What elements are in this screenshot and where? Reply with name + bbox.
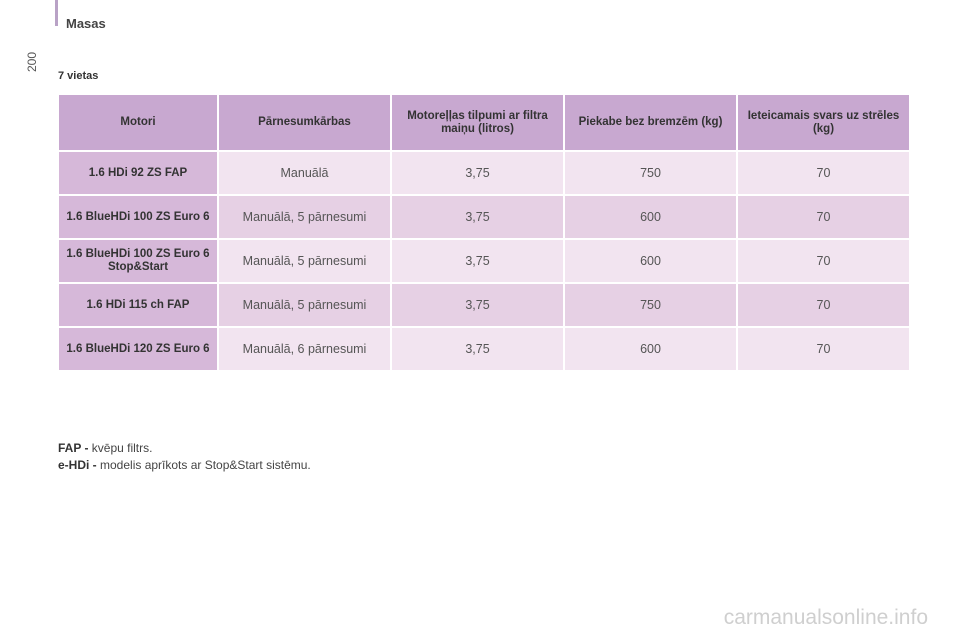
nose-weight-cell: 70 (738, 328, 909, 370)
trailer-cell: 750 (565, 284, 736, 326)
table-row: 1.6 BlueHDi 120 ZS Euro 6 Manuālā, 6 pār… (59, 328, 909, 370)
table-row: 1.6 HDi 115 ch FAP Manuālā, 5 pārnesumi … (59, 284, 909, 326)
header-trailer-unbraked: Piekabe bez bremzēm (kg) (565, 95, 736, 150)
oil-capacity-cell: 3,75 (392, 152, 563, 194)
engine-cell: 1.6 BlueHDi 120 ZS Euro 6 (59, 328, 217, 370)
footnote-fap: FAP - kvēpu filtrs. (58, 440, 311, 457)
table-row: 1.6 BlueHDi 100 ZS Euro 6 Manuālā, 5 pār… (59, 196, 909, 238)
nose-weight-cell: 70 (738, 284, 909, 326)
trailer-cell: 600 (565, 196, 736, 238)
gearbox-cell: Manuālā, 5 pārnesumi (219, 284, 390, 326)
oil-capacity-cell: 3,75 (392, 328, 563, 370)
footnote-text: kvēpu filtrs. (88, 441, 153, 455)
oil-capacity-cell: 3,75 (392, 240, 563, 282)
header-gearbox: Pārnesumkārbas (219, 95, 390, 150)
header-accent-bar (55, 0, 58, 26)
gearbox-cell: Manuālā, 6 pārnesumi (219, 328, 390, 370)
footnote-ehdi: e-HDi - modelis aprīkots ar Stop&Start s… (58, 457, 311, 474)
footnotes: FAP - kvēpu filtrs. e-HDi - modelis aprī… (58, 440, 311, 474)
header-oil-capacity: Motoreļļas tilpumi ar filtra maiņu (litr… (392, 95, 563, 150)
nose-weight-cell: 70 (738, 196, 909, 238)
table-header-row: Motori Pārnesumkārbas Motoreļļas tilpumi… (59, 95, 909, 150)
section-title: Masas (66, 16, 106, 31)
trailer-cell: 600 (565, 328, 736, 370)
table-row: 1.6 BlueHDi 100 ZS Euro 6 Stop&Start Man… (59, 240, 909, 282)
header-nose-weight: Ieteicamais svars uz strēles (kg) (738, 95, 909, 150)
engine-cell: 1.6 BlueHDi 100 ZS Euro 6 Stop&Start (59, 240, 217, 282)
trailer-cell: 750 (565, 152, 736, 194)
engine-cell: 1.6 HDi 92 ZS FAP (59, 152, 217, 194)
header-engine: Motori (59, 95, 217, 150)
mass-table: Motori Pārnesumkārbas Motoreļļas tilpumi… (57, 93, 911, 372)
footnote-text: modelis aprīkots ar Stop&Start sistēmu. (96, 458, 311, 472)
gearbox-cell: Manuālā, 5 pārnesumi (219, 196, 390, 238)
oil-capacity-cell: 3,75 (392, 284, 563, 326)
table-row: 1.6 HDi 92 ZS FAP Manuālā 3,75 750 70 (59, 152, 909, 194)
nose-weight-cell: 70 (738, 152, 909, 194)
engine-cell: 1.6 HDi 115 ch FAP (59, 284, 217, 326)
gearbox-cell: Manuālā (219, 152, 390, 194)
oil-capacity-cell: 3,75 (392, 196, 563, 238)
watermark: carmanualsonline.info (723, 606, 928, 629)
table-subtitle: 7 vietas (58, 70, 99, 82)
page-number: 200 (25, 51, 39, 72)
trailer-cell: 600 (565, 240, 736, 282)
footnote-term: e-HDi - (58, 458, 97, 472)
engine-cell: 1.6 BlueHDi 100 ZS Euro 6 (59, 196, 217, 238)
footnote-term: FAP - (58, 441, 89, 455)
nose-weight-cell: 70 (738, 240, 909, 282)
gearbox-cell: Manuālā, 5 pārnesumi (219, 240, 390, 282)
